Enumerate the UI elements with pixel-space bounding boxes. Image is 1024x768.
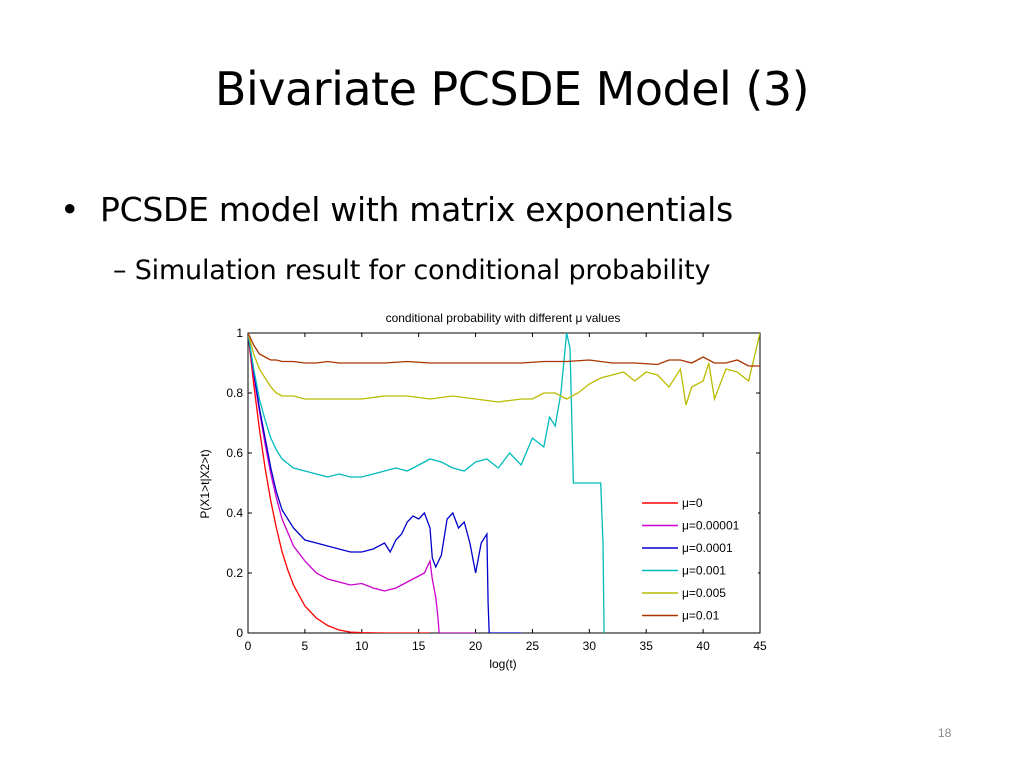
series-line: [248, 332, 522, 633]
series-line: [248, 332, 760, 367]
series-line: [248, 332, 430, 633]
slide-title: Bivariate PCSDE Model (3): [214, 62, 810, 116]
y-tick-label: 0.4: [226, 506, 243, 520]
y-tick-label: 0: [236, 626, 243, 640]
series-line: [248, 332, 605, 633]
x-tick-label: 20: [469, 639, 483, 653]
x-tick-label: 0: [245, 639, 252, 653]
x-tick-label: 30: [583, 639, 597, 653]
x-tick-label: 5: [302, 639, 309, 653]
legend-label: μ=0.01: [682, 609, 720, 623]
x-tick-label: 40: [696, 639, 710, 653]
sub-bullet-dash: –: [113, 255, 127, 286]
legend-box: [636, 492, 758, 628]
y-tick-label: 0.8: [226, 386, 243, 400]
bullet-text: PCSDE model with matrix exponentials: [100, 190, 733, 229]
legend-label: μ=0: [682, 496, 703, 510]
x-tick-label: 25: [526, 639, 540, 653]
sub-bullet-item: – Simulation result for conditional prob…: [113, 255, 711, 286]
chart-title: conditional probability with different μ…: [386, 311, 621, 325]
bullet-dot: •: [60, 190, 80, 229]
y-tick-label: 1: [236, 326, 243, 340]
legend-label: μ=0.0001: [682, 541, 733, 555]
slide-number: 18: [938, 726, 952, 740]
x-tick-label: 10: [355, 639, 369, 653]
legend-label: μ=0.005: [682, 586, 726, 600]
x-tick-label: 35: [640, 639, 654, 653]
legend-label: μ=0.001: [682, 564, 726, 578]
x-axis-label: log(t): [489, 657, 516, 671]
series-line: [248, 332, 476, 633]
x-tick-label: 45: [753, 639, 767, 653]
bullet-item: • PCSDE model with matrix exponentials: [60, 190, 733, 229]
y-axis-label: P(X1>t|X2>t): [198, 449, 212, 518]
sub-bullet-text: Simulation result for conditional probab…: [134, 255, 711, 286]
series-line: [248, 332, 760, 406]
y-tick-label: 0.2: [226, 566, 243, 580]
y-tick-label: 0.6: [226, 446, 243, 460]
legend-label: μ=0.00001: [682, 519, 740, 533]
x-tick-label: 15: [412, 639, 426, 653]
